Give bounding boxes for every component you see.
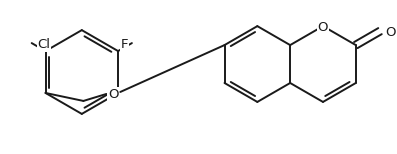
- Text: O: O: [385, 26, 395, 39]
- Text: O: O: [108, 88, 119, 101]
- Text: O: O: [318, 21, 328, 34]
- Text: Cl: Cl: [38, 38, 51, 51]
- Text: F: F: [120, 38, 128, 51]
